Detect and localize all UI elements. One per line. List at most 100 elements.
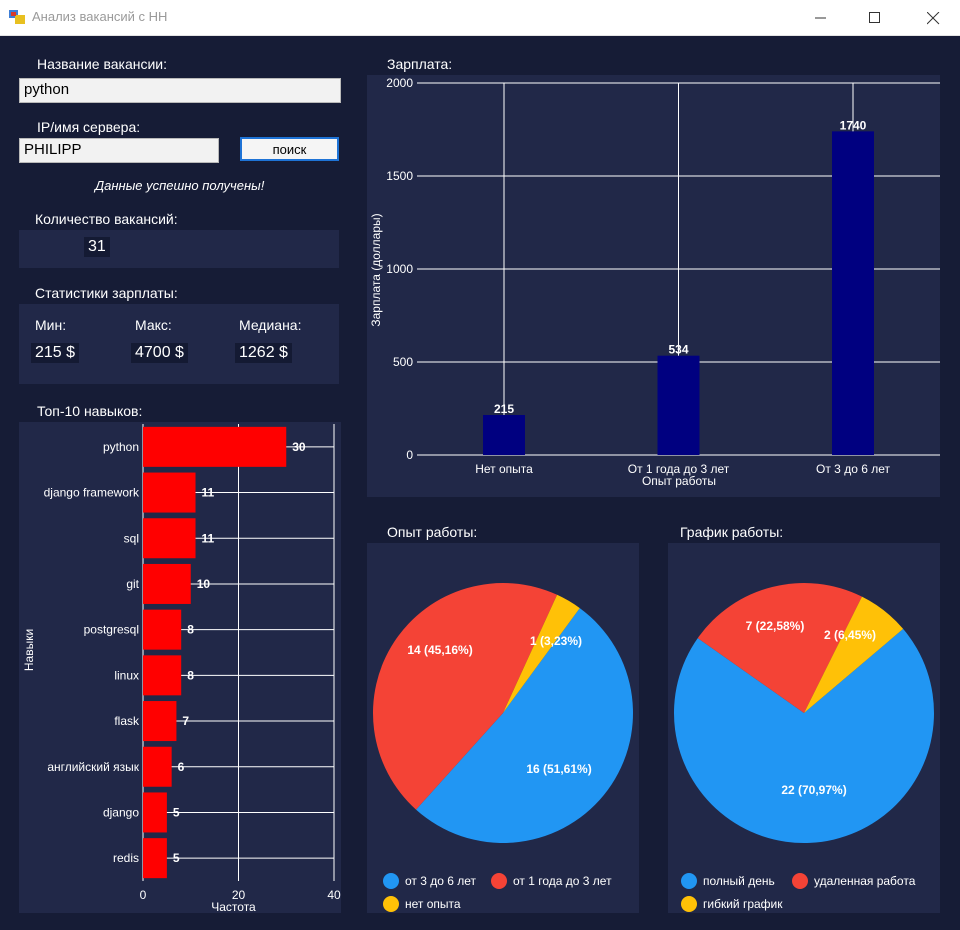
pie-slice-label: 7 (22,58%)	[746, 619, 805, 633]
skills-category-label: flask	[114, 714, 140, 728]
skills-bar	[143, 746, 172, 787]
skills-bar	[143, 472, 196, 513]
pie-slice	[697, 583, 862, 713]
skills-tick-label: 40	[327, 888, 341, 902]
minimize-icon	[815, 17, 826, 19]
server-label: IP/имя сервера:	[37, 119, 141, 135]
legend-label: удаленная работа	[814, 874, 916, 888]
salary-ylabel: Зарплата (доллары)	[369, 213, 383, 326]
pie-slice-label: 16 (51,61%)	[526, 762, 591, 776]
median-label: Медиана:	[239, 317, 302, 333]
salary-category-label: Нет опыта	[475, 462, 533, 476]
legend-label: гибкий график	[703, 897, 783, 911]
salary-xlabel: Опыт работы	[642, 474, 716, 488]
skills-bar	[143, 518, 196, 559]
skills-ylabel: Навыки	[22, 629, 36, 671]
pie-slice-label: 14 (45,16%)	[407, 643, 472, 657]
skills-category-label: sql	[124, 531, 139, 545]
salary-stats-label: Статистики зарплаты:	[35, 285, 178, 301]
count-panel: 31	[19, 230, 339, 268]
skills-value-label: 5	[173, 805, 180, 819]
status-message: Данные успешно получены!	[95, 178, 265, 193]
skills-chart-panel: 0 20 40 python 30 django framework 11 sql 11 git 1…	[19, 422, 341, 914]
legend-label: от 1 года до 3 лет	[513, 874, 612, 888]
legend-marker	[491, 873, 507, 889]
legend-marker	[681, 896, 697, 912]
salary-category-label: От 1 года до 3 лет	[628, 462, 730, 476]
legend-marker	[383, 873, 399, 889]
schedule-pie-chart: 22 (70,97%) 7 (22,58%) 2 (6,45%) полный ден…	[674, 583, 934, 912]
skills-value-label: 10	[197, 577, 211, 591]
skills-category-label: git	[126, 577, 139, 591]
legend-marker	[383, 896, 399, 912]
minimize-button[interactable]	[798, 0, 844, 36]
server-input[interactable]: PHILIPP	[19, 138, 219, 163]
maximize-button[interactable]	[852, 0, 898, 36]
skills-value-label: 11	[202, 531, 215, 545]
legend-label: полный день	[703, 874, 775, 888]
schedule-title: График работы:	[680, 524, 784, 540]
salary-bar	[832, 131, 874, 456]
skills-category-label: postgresql	[84, 623, 139, 637]
skills-bar	[143, 838, 167, 879]
salary-value-label: 534	[668, 343, 688, 357]
pie-slice	[372, 582, 558, 810]
skills-category-label: linux	[114, 668, 139, 682]
close-icon	[926, 11, 939, 24]
skills-xlabel: Частота	[211, 900, 256, 913]
pie-slice	[674, 628, 934, 843]
salary-tick-label: 1500	[386, 169, 413, 183]
skills-value-label: 11	[202, 486, 215, 500]
schedule-chart-panel: 22 (70,97%) 7 (22,58%) 2 (6,45%) полный ден…	[668, 543, 940, 913]
salary-category-label: От 3 до 6 лет	[816, 462, 890, 476]
search-button[interactable]: поиск	[240, 137, 339, 161]
window-title: Анализ вакансий с HH	[32, 9, 168, 24]
pie-slice	[804, 596, 904, 713]
pie-slice	[503, 594, 580, 713]
salary-tick-label: 0	[406, 448, 413, 462]
maximize-icon	[869, 12, 880, 23]
salary-bar	[483, 415, 525, 455]
vacancy-input[interactable]: python	[19, 78, 341, 103]
skills-bar	[143, 426, 287, 467]
experience-pie-chart: 16 (51,61%) 14 (45,16%) 1 (3,23%) от 3 до 6…	[372, 582, 633, 912]
salary-title: Зарплата:	[387, 56, 453, 72]
skills-value-label: 8	[187, 668, 194, 682]
skills-title: Топ-10 навыков:	[37, 403, 143, 419]
legend-label: от 3 до 6 лет	[405, 874, 477, 888]
salary-bar	[657, 355, 700, 455]
pie-slice-label: 2 (6,45%)	[824, 628, 876, 642]
experience-chart-panel: 16 (51,61%) 14 (45,16%) 1 (3,23%) от 3 до 6…	[367, 543, 639, 913]
skills-bar	[143, 655, 182, 696]
count-value: 31	[84, 237, 110, 257]
salary-chart-panel: 0 500 1000 1500 2000 215 Нет опыта 534 От 1 года…	[367, 75, 940, 497]
max-label: Макс:	[135, 317, 172, 333]
skills-chart: 0 20 40 python 30 django framework 11 sql 11 git 1…	[22, 424, 341, 914]
pie-slice	[416, 608, 633, 843]
skills-value-label: 6	[178, 760, 185, 774]
skills-bar	[143, 563, 191, 604]
app-icon	[9, 10, 25, 24]
legend-marker	[792, 873, 808, 889]
skills-bar	[143, 609, 182, 650]
experience-title: Опыт работы:	[387, 524, 478, 540]
close-button[interactable]	[910, 0, 956, 36]
skills-category-label: django framework	[44, 486, 140, 500]
legend-marker	[681, 873, 697, 889]
skills-value-label: 8	[187, 623, 194, 637]
skills-tick-label: 0	[140, 888, 147, 902]
count-label: Количество вакансий:	[35, 211, 178, 227]
salary-chart: 0 500 1000 1500 2000 215 Нет опыта 534 От 1 года…	[369, 76, 940, 488]
skills-bar	[143, 792, 167, 833]
skills-category-label: redis	[113, 851, 139, 865]
max-value: 4700 $	[131, 343, 188, 363]
salary-tick-label: 1000	[386, 262, 413, 276]
min-label: Мин:	[35, 317, 67, 333]
salary-tick-label: 2000	[386, 76, 413, 90]
pie-slice-label: 1 (3,23%)	[530, 634, 582, 648]
legend-label: нет опыта	[405, 897, 461, 911]
title-bar: Анализ вакансий с HH	[0, 0, 960, 36]
vacancy-label: Название вакансии:	[37, 56, 167, 72]
skills-category-label: английский язык	[47, 760, 139, 774]
min-value: 215 $	[31, 343, 80, 363]
